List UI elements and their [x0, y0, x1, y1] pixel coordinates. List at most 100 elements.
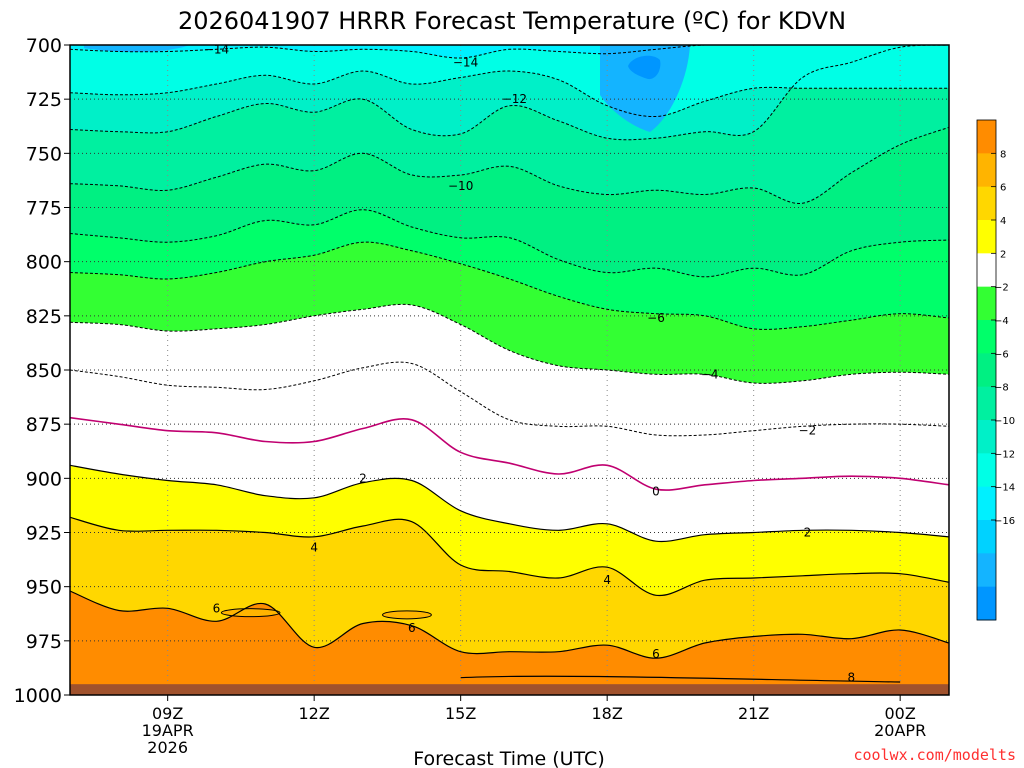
colorbar-swatch-7 — [977, 353, 996, 388]
colorbar-swatch-10 — [977, 453, 996, 488]
contour-line-8 — [460, 675, 901, 683]
colorbar-swatch-4 — [977, 253, 996, 288]
colorbar-swatch-12 — [977, 520, 996, 554]
contour-label-6: −2 — [799, 424, 817, 438]
contour-label-9: 2 — [804, 526, 812, 540]
contour-label-text: 0 — [652, 484, 660, 498]
contour-label-text: −10 — [448, 179, 473, 193]
y-tick-label-925: 925 — [26, 523, 62, 545]
contour-label-text: −4 — [701, 367, 719, 381]
colorbar-tick-label-7: −8 — [994, 383, 1009, 394]
contour-label-13: 6 — [408, 621, 416, 635]
contour-label-10: 4 — [310, 541, 318, 555]
colorbar-tick-label-0: 8 — [1000, 149, 1006, 160]
y-tick-label-975: 975 — [26, 631, 62, 653]
y-tick-label-1000: 1000 — [14, 685, 62, 707]
contour-label-5: −4 — [701, 367, 719, 381]
chart-title: 2026041907 HRRR Forecast Temperature (ºC… — [178, 7, 846, 35]
colorbar-tick-label-10: −14 — [994, 483, 1015, 494]
y-tick-label-900: 900 — [26, 468, 62, 490]
colorbar-swatch-1 — [977, 153, 996, 188]
colorbar-swatch-6 — [977, 320, 996, 354]
y-tick-label-725: 725 — [26, 89, 62, 111]
x-tick-label-09Z: 09Z — [152, 704, 183, 723]
contour-line-m2-6 — [70, 303, 949, 384]
x-tick-label-18Z: 18Z — [592, 704, 623, 723]
colorbar-tick-label-8: −10 — [994, 416, 1015, 427]
contour-label-12: 6 — [213, 601, 221, 615]
temperature-fill-bands — [70, 45, 949, 695]
contour-lines — [70, 45, 949, 683]
x-tick-label-12Z: 12Z — [299, 704, 330, 723]
y-tick-label-825: 825 — [26, 306, 62, 328]
y-tick-label-750: 750 — [26, 143, 62, 165]
x-tick-label-21Z: 21Z — [738, 704, 769, 723]
contour-label-text: 6 — [213, 601, 221, 615]
contour-label-text: −14 — [453, 55, 478, 69]
contour-label-text: −2 — [799, 424, 817, 438]
colorbar-tick-label-1: 6 — [1000, 183, 1006, 194]
x-tick-label-00Z: 00Z — [885, 704, 916, 723]
credit-text: coolwx.com/modelts — [853, 746, 1016, 764]
band-below--12 — [70, 45, 949, 117]
band-pocket-cold-b — [600, 45, 690, 132]
contour-line-m12-1 — [70, 70, 949, 118]
contour-label-text: 8 — [848, 671, 856, 685]
pressure-axis: 700 725 750 775 800 825 850 875 900 925 950 975 1000 — [14, 35, 70, 707]
colorbar-tick-label-9: −12 — [994, 449, 1015, 460]
colorbar-swatch-0 — [977, 120, 996, 154]
y-tick-label-775: 775 — [26, 198, 62, 220]
y-tick-label-850: 850 — [26, 360, 62, 382]
colorbar-frame — [976, 119, 997, 621]
contour-label-text: −6 — [647, 311, 665, 325]
contour-line-4-10 — [70, 516, 949, 597]
x-tick-year-09Z: 2026 — [147, 738, 188, 757]
contour-label-8: 2 — [359, 471, 367, 485]
colorbar-tick-label-11: −16 — [994, 516, 1015, 527]
contour-line-2-9 — [70, 464, 949, 543]
colorbar-swatch-11 — [977, 486, 996, 521]
contour-label-7: 0 — [652, 484, 660, 498]
x-tick-date-09Z: 19APR — [142, 721, 194, 740]
colorbar-swatch-9 — [977, 420, 996, 454]
colorbar-tick-label-5: −4 — [994, 316, 1009, 327]
contour-label-text: 2 — [359, 471, 367, 485]
contour-line-0-8 — [70, 416, 949, 491]
contour-line-2-7 — [70, 361, 949, 437]
contour-label-11: 4 — [603, 573, 611, 587]
colorbar-swatch-13 — [977, 553, 996, 588]
contour-label-1: −14 — [453, 55, 478, 69]
contour-label-15: 8 — [848, 671, 856, 685]
band-pocket-coldest — [628, 55, 661, 80]
contour-label-text: −14 — [204, 42, 229, 56]
contour-line-m8-3 — [70, 126, 949, 204]
contour-label-0: −14 — [204, 42, 229, 56]
ground-below-surface — [70, 684, 949, 695]
y-tick-label-875: 875 — [26, 414, 62, 436]
x-tick-label-15Z: 15Z — [445, 704, 476, 723]
contour-line-m4-5 — [70, 241, 949, 330]
contour-label-text: 6 — [408, 621, 416, 635]
band-below--14 — [70, 45, 949, 59]
contour-label-2: −12 — [502, 92, 527, 106]
ground-fill — [70, 684, 949, 695]
contour-label-14: 6 — [652, 647, 660, 661]
temperature-colorbar: 8 6 4 2 −2 −4 −6 −8 −10 −12 −14 −16 — [976, 119, 1015, 621]
contour-line-6-11 — [70, 590, 949, 659]
contour-line-m6-4 — [70, 209, 949, 278]
contour-label-text: 4 — [310, 541, 318, 555]
colorbar-swatch-3 — [977, 220, 996, 254]
contour-label-4: −6 — [647, 311, 665, 325]
contour-label-text: 2 — [804, 526, 812, 540]
x-axis-label: Forecast Time (UTC) — [413, 748, 604, 768]
x-tick-date-00Z: 20APR — [874, 721, 926, 740]
colorbar-tick-label-4: −2 — [994, 283, 1009, 294]
contour-label-text: 6 — [652, 647, 660, 661]
contour-label-text: −12 — [502, 92, 527, 106]
colorbar-tick-label-6: −6 — [994, 349, 1009, 360]
warm-pocket-1 — [382, 610, 432, 620]
colorbar-tick-label-2: 4 — [1000, 216, 1006, 227]
contour-label-text: 4 — [603, 573, 611, 587]
